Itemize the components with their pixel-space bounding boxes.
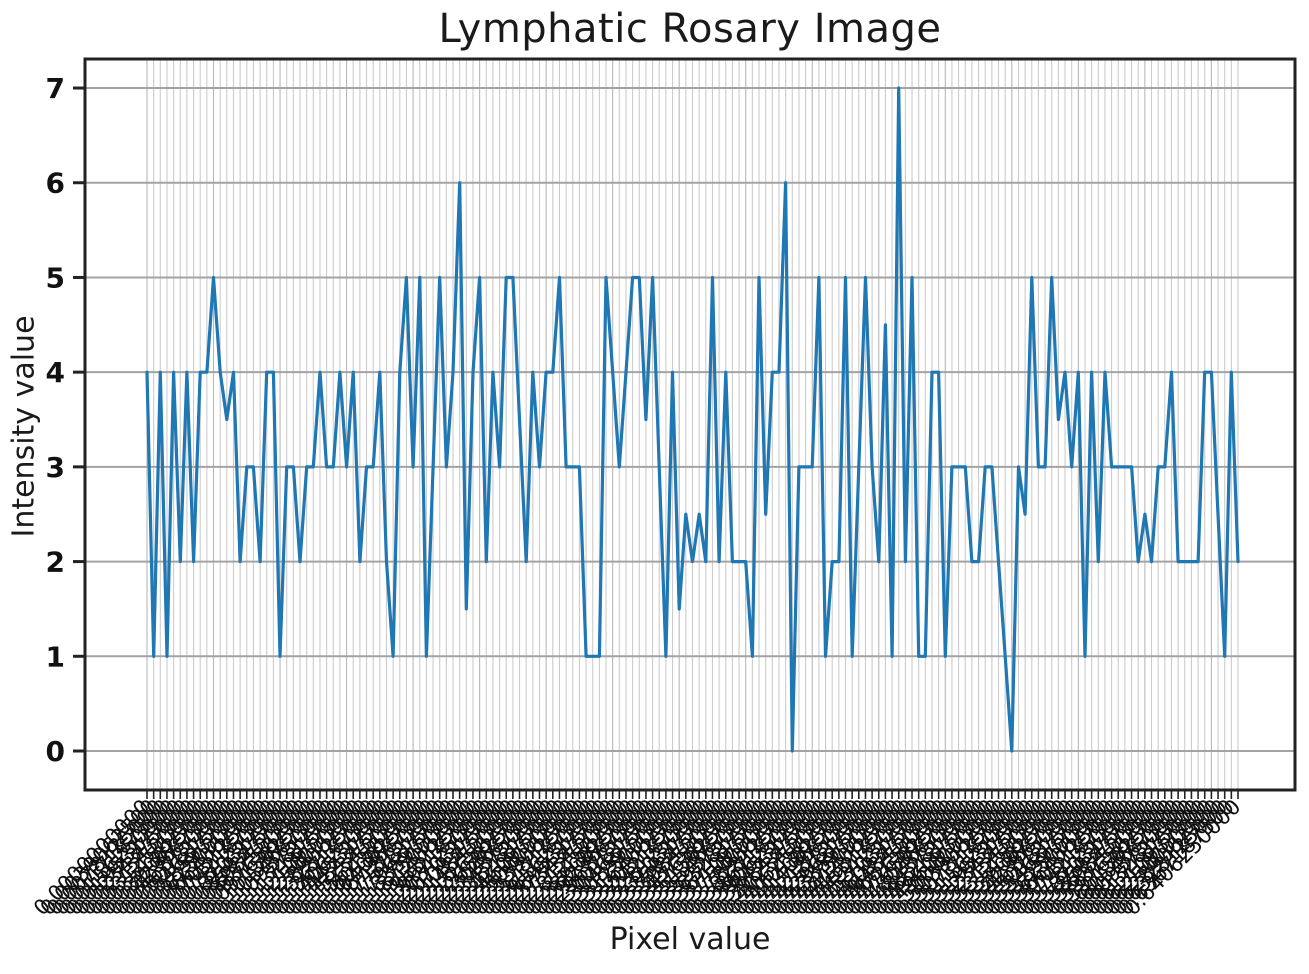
x-axis-label: Pixel value (609, 922, 771, 957)
y-tick-label: 6 (46, 167, 65, 200)
y-tick-label: 2 (46, 546, 65, 579)
axes-spines (83, 57, 1297, 792)
y-tick-label: 0 (46, 735, 65, 768)
y-tick-label: 4 (46, 356, 65, 389)
y-tick-label: 5 (46, 261, 65, 294)
x-ticklabel-band: 0.00000000000.00390625000.00781250000.01… (29, 795, 1246, 921)
y-tick-label: 7 (46, 72, 65, 105)
intensity-line-series (145, 86, 1240, 753)
x-ticks (146, 790, 1239, 799)
y-ticks: 0 1 2 3 4 5 6 7 (46, 72, 85, 768)
chart-title: Lymphatic Rosary Image (438, 6, 942, 52)
y-tick-label: 3 (46, 451, 65, 484)
y-tick-label: 1 (46, 640, 65, 673)
